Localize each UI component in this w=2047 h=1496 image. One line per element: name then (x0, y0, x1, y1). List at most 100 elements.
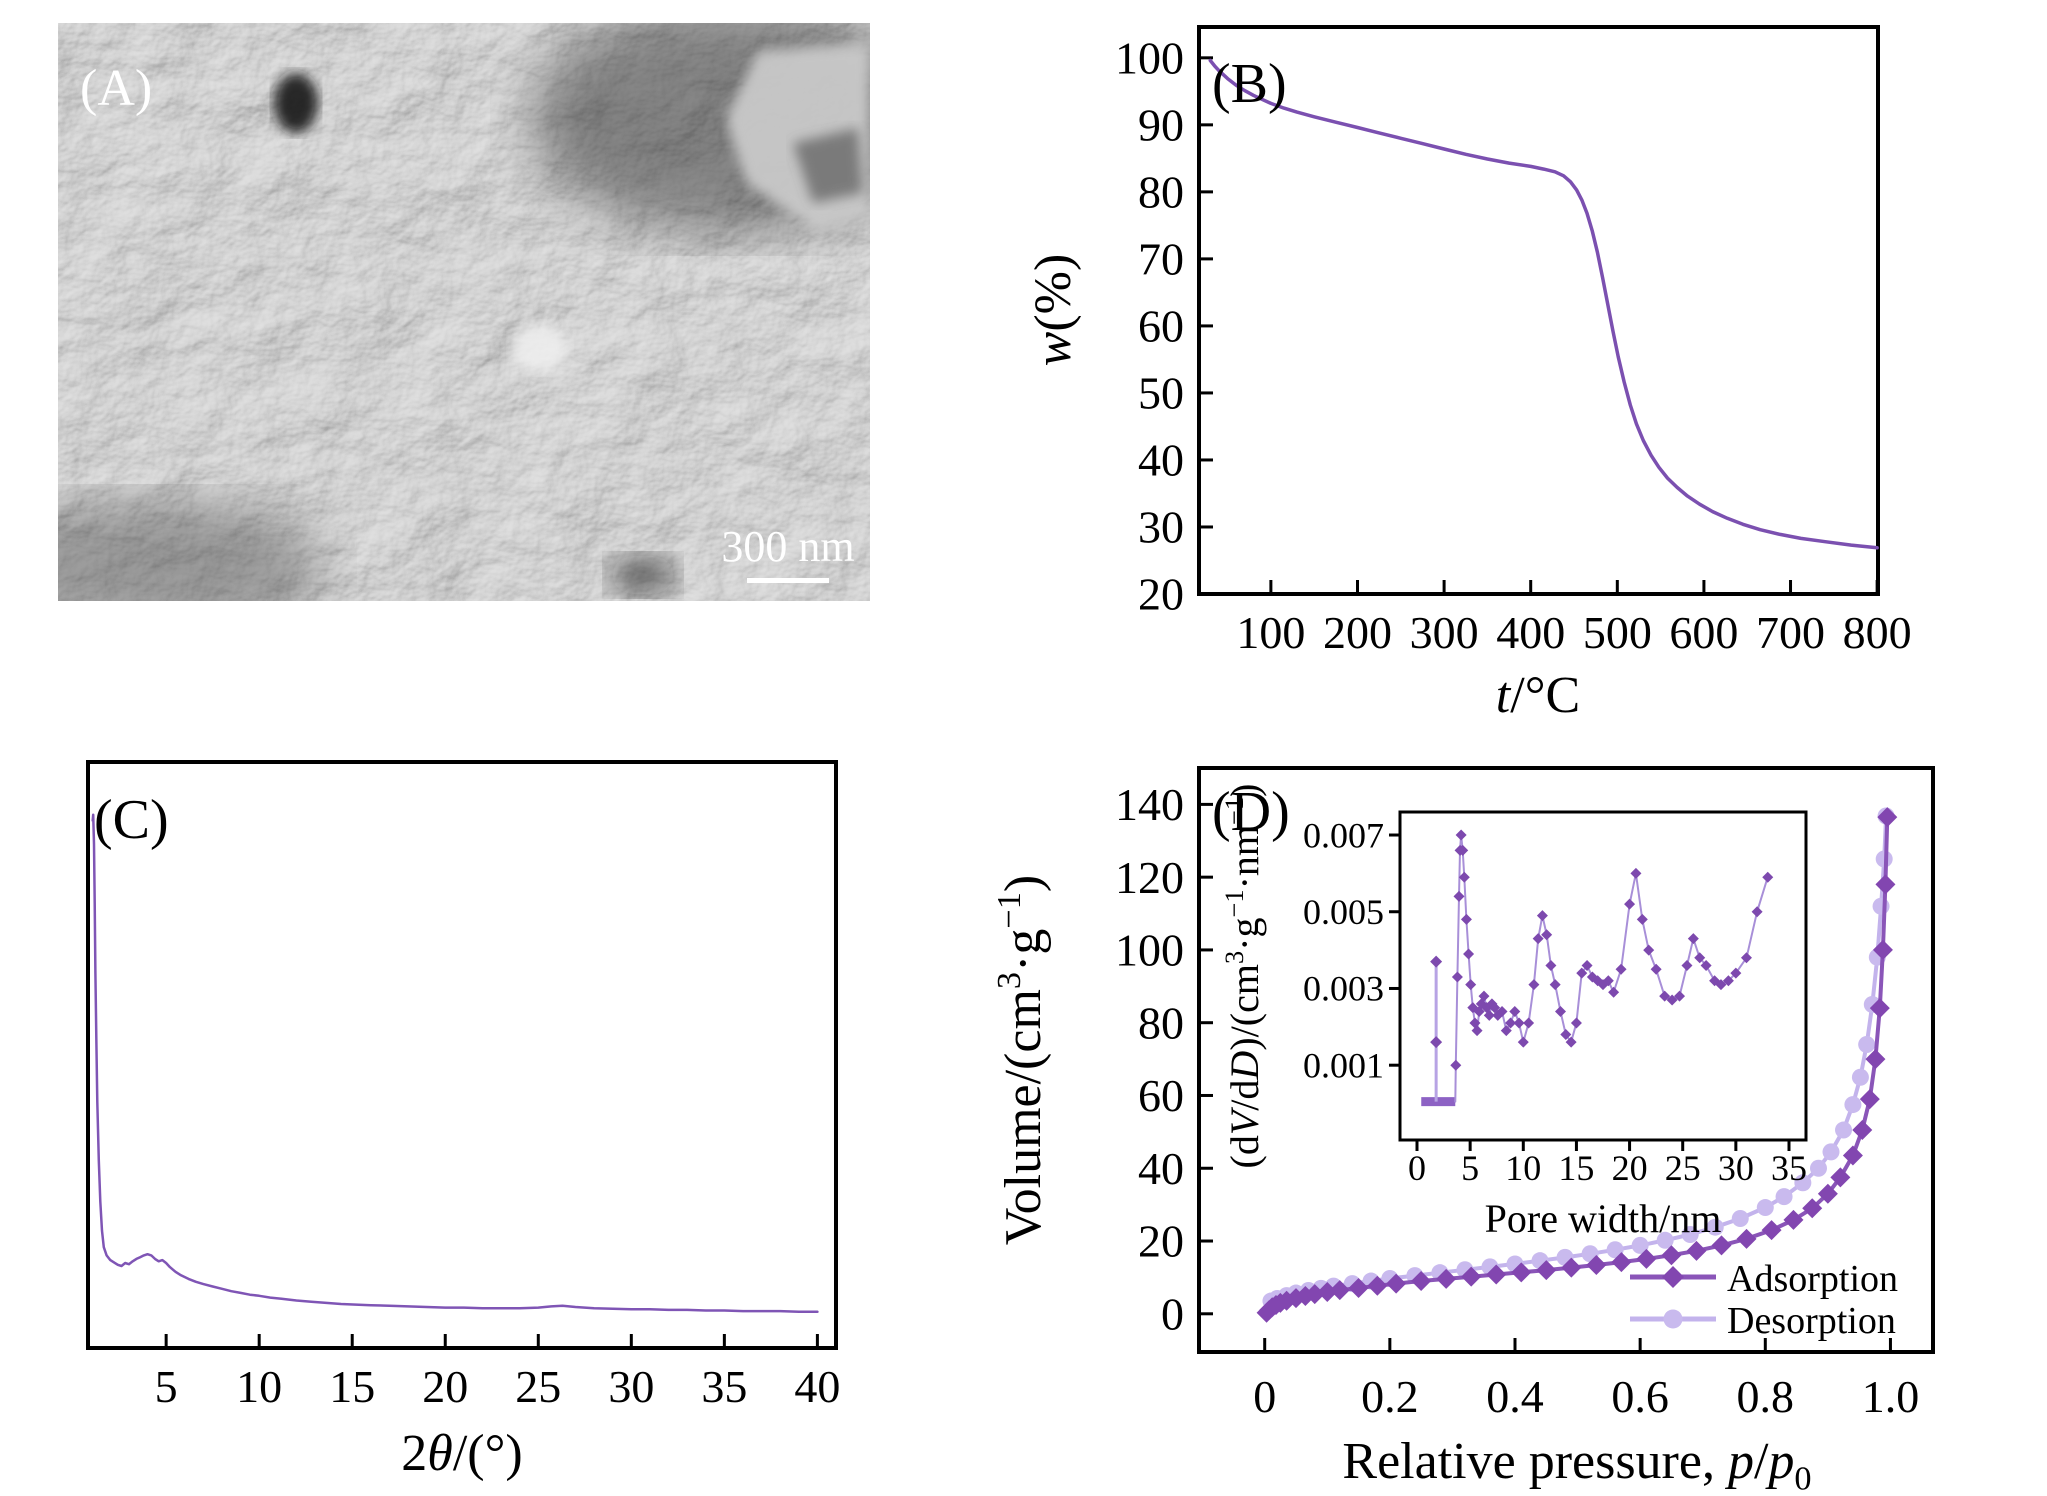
marker (1304, 1284, 1325, 1305)
tick-label: 0 (1161, 1288, 1184, 1339)
marker (1463, 948, 1475, 960)
tick-label: 35 (1771, 1148, 1807, 1188)
tick-label: 120 (1115, 852, 1184, 903)
marker (1517, 1036, 1529, 1048)
marker (1576, 967, 1588, 979)
tick-label: 5 (155, 1361, 178, 1412)
scale-bar: 300 nm (718, 521, 858, 583)
marker (1631, 1236, 1649, 1254)
marker (1602, 975, 1614, 987)
marker (1458, 871, 1470, 883)
marker (1722, 975, 1734, 987)
marker (1513, 1017, 1525, 1029)
marker (1450, 1059, 1462, 1071)
marker (1505, 1017, 1517, 1029)
marker (1453, 890, 1465, 902)
pore-curve (1454, 834, 1769, 1103)
tick-label: 40 (1138, 1143, 1184, 1194)
pore-x-axis-title: Pore width/nm (1485, 1196, 1722, 1241)
xrd-x-axis: 5 10 15 20 25 30 35 40 (155, 1334, 840, 1412)
marker (1586, 1255, 1607, 1276)
marker (1560, 1029, 1572, 1041)
tick-label: 0.4 (1486, 1371, 1544, 1422)
tick-label: 30 (1138, 502, 1184, 553)
tick-label: 50 (1138, 368, 1184, 419)
marker (1500, 1025, 1512, 1037)
marker (1830, 1167, 1851, 1188)
marker (1869, 998, 1890, 1019)
marker (1817, 1183, 1838, 1204)
marker (1783, 1209, 1804, 1230)
isotherm-x-axis-title: Relative pressure, p/p0 (1342, 1433, 1811, 1496)
marker (1460, 913, 1472, 925)
xrd-chart: 5 10 15 20 25 30 35 40 2θ/(°) (86, 760, 840, 1482)
marker (1802, 1198, 1823, 1219)
marker (1636, 1248, 1657, 1269)
marker (1611, 1252, 1632, 1273)
marker (1624, 898, 1636, 910)
marker (1554, 1005, 1566, 1017)
marker (1731, 1209, 1749, 1227)
tick-label: 60 (1138, 1070, 1184, 1121)
marker (1528, 979, 1540, 991)
tick-label: 40 (1138, 435, 1184, 486)
marker (1686, 1240, 1707, 1261)
tick-label: 0.005 (1303, 892, 1384, 932)
marker (1348, 1277, 1369, 1298)
marker (1775, 1188, 1793, 1206)
marker (1674, 990, 1686, 1002)
pore-x-axis: 0 5 10 15 20 25 30 35 (1408, 1140, 1807, 1188)
marker (1532, 933, 1544, 945)
marker (1436, 1268, 1457, 1289)
tick-label: 20 (1138, 1216, 1184, 1267)
tick-label: 100 (1236, 607, 1305, 658)
tick-label: 25 (1665, 1148, 1701, 1188)
marker (1706, 1218, 1724, 1236)
marker (1473, 1005, 1485, 1017)
isotherm-x-axis: 0 0.2 0.4 0.6 0.8 1.0 (1253, 1338, 1919, 1422)
tick-label: 80 (1138, 167, 1184, 218)
marker (1656, 1231, 1674, 1249)
tga-curve (1208, 58, 1879, 550)
tick-label: 25 (515, 1361, 561, 1412)
marker (1536, 910, 1548, 922)
marker (1295, 1285, 1316, 1306)
marker (1844, 1096, 1862, 1114)
pore-y-axis: 0.001 0.003 0.005 0.007 (1303, 815, 1400, 1085)
marker (1608, 986, 1620, 998)
panel-c: 5 10 15 20 25 30 35 40 2θ/(°) (C) (0, 740, 940, 1496)
pore-stem-markers (1430, 955, 1443, 1049)
marker (1650, 963, 1662, 975)
marker (1511, 1262, 1532, 1283)
marker (1762, 871, 1774, 883)
marker (1565, 1036, 1577, 1048)
isotherm-y-axis: 0 20 40 60 80 100 120 140 (1115, 779, 1213, 1339)
scale-bar-line (747, 578, 829, 583)
panel-b-label: (B) (1212, 53, 1287, 115)
marker (1872, 897, 1890, 915)
tga-x-axis: 100 200 300 400 500 600 700 800 (1236, 580, 1912, 658)
tick-label: 0.001 (1303, 1045, 1384, 1085)
marker (1457, 844, 1469, 856)
panel-c-label: (C) (94, 789, 169, 851)
tick-label: 35 (701, 1361, 747, 1412)
marker (1541, 929, 1553, 941)
marker (1661, 1245, 1682, 1266)
marker (1570, 1017, 1582, 1029)
panel-a: (A) 300 nm (58, 23, 870, 601)
marker (1486, 1264, 1507, 1285)
pore-y-axis-title: (dV/dD)/(cm3·g−1·nm−1) (1219, 784, 1267, 1169)
sem-image (58, 23, 870, 601)
tick-label: 0.6 (1611, 1371, 1669, 1422)
marker (1276, 1290, 1297, 1311)
marker (1875, 874, 1896, 895)
tick-label: 80 (1138, 997, 1184, 1048)
marker (1709, 975, 1721, 987)
marker (1471, 1025, 1483, 1037)
marker (1630, 867, 1642, 879)
marker (1756, 1199, 1774, 1217)
tga-x-axis-title: t/°C (1496, 667, 1580, 724)
marker (1852, 1120, 1873, 1141)
marker (1581, 959, 1593, 971)
